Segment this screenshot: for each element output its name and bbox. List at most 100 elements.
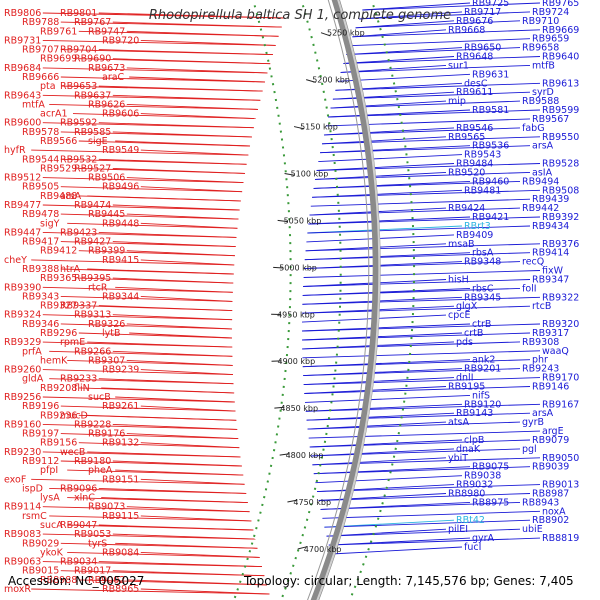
gene-label-left: RB9704 xyxy=(60,45,97,56)
gene-label-right: RB9543 xyxy=(464,150,501,161)
label-leader-line xyxy=(98,85,263,92)
label-leader-line xyxy=(126,506,250,513)
gene-label-right: recQ xyxy=(522,257,544,268)
gene-label-left: RB9114 xyxy=(4,502,41,513)
gene-label-left: sucA xyxy=(40,520,63,531)
label-leader-line xyxy=(304,394,471,403)
gene-label-right: RB9348 xyxy=(464,257,501,268)
gene-label-right: RB9167 xyxy=(542,399,579,410)
gene-label-left: prfA xyxy=(22,346,42,357)
label-leader-line xyxy=(49,103,259,110)
gene-label-right: RB9508 xyxy=(542,185,579,196)
label-leader-line xyxy=(112,533,256,540)
scale-tick-mark xyxy=(284,173,295,176)
gene-label-right: RB9648 xyxy=(456,52,493,63)
gene-label-right: syrD xyxy=(532,87,554,98)
label-leader-line xyxy=(302,332,531,341)
label-leader-line xyxy=(340,64,531,73)
dotted-guide-arc-0 xyxy=(348,0,416,600)
label-leader-line xyxy=(140,186,243,193)
gene-label-left: RB9344 xyxy=(102,291,139,302)
gene-label-left: RB9073 xyxy=(88,502,125,513)
gene-label-left: xlnC xyxy=(74,493,95,504)
label-leader-line xyxy=(140,39,276,46)
label-leader-line xyxy=(305,243,541,252)
gene-label-left: ispD xyxy=(22,483,43,494)
label-leader-line xyxy=(306,412,455,421)
gene-label-right: RB9039 xyxy=(532,462,569,473)
gene-label-left: RB9707 xyxy=(22,45,59,56)
label-leader-line xyxy=(140,222,238,229)
label-leader-line xyxy=(98,524,254,531)
label-leader-line xyxy=(31,588,270,595)
label-leader-line xyxy=(306,234,455,243)
label-leader-line xyxy=(98,122,254,129)
label-leader-line xyxy=(98,49,273,56)
gene-label-left: RB9197 xyxy=(22,429,59,440)
gene-label-right: RB9308 xyxy=(522,337,559,348)
label-leader-line xyxy=(87,451,241,458)
gene-label-right: dnlI xyxy=(456,373,474,384)
gene-label-left: RB9673 xyxy=(88,63,125,74)
gene-label-right: RB9195 xyxy=(448,382,485,393)
gene-label-right: RB9038 xyxy=(464,471,501,482)
gene-label-right: RB9520 xyxy=(448,167,485,178)
label-leader-line xyxy=(306,412,531,421)
gene-label-right: RBrt3 xyxy=(464,221,491,232)
gene-label-right: RB9528 xyxy=(542,159,579,170)
label-leader-line xyxy=(112,58,271,65)
gene-label-left: acrA1 xyxy=(40,109,68,120)
label-leader-line xyxy=(126,433,239,440)
scale-ticks: 5250 kbp 5200 kbp 5150 kbp 5100 kbp 5050 kbp… xyxy=(271,29,365,554)
label-leader-line xyxy=(304,252,471,261)
label-leader-line xyxy=(302,359,531,368)
gene-label-right: RB9484 xyxy=(456,159,493,170)
label-leader-line xyxy=(78,442,240,449)
label-leader-line xyxy=(349,38,531,47)
label-leader-line xyxy=(302,341,455,350)
gene-label-right: RB9710 xyxy=(522,16,559,27)
label-leader-line xyxy=(98,12,285,19)
scale-tick-label: 4850 kbp xyxy=(280,404,318,413)
label-leader-line xyxy=(98,561,263,568)
gene-label-left: gldA xyxy=(22,374,44,385)
gene-label-right: RB9442 xyxy=(522,203,559,214)
label-leader-line xyxy=(60,186,243,193)
label-leader-line xyxy=(330,100,447,109)
gene-label-right: RB9201 xyxy=(464,364,501,375)
label-leader-line xyxy=(126,323,233,330)
gene-label-left: RB9180 xyxy=(74,456,111,467)
label-leader-line xyxy=(320,145,531,154)
gene-label-left: RB9261 xyxy=(102,401,139,412)
gene-label-right: RB9424 xyxy=(448,203,485,214)
label-leader-line xyxy=(112,314,233,321)
gene-label-left: RB9643 xyxy=(4,90,41,101)
gene-label-right: argE xyxy=(542,426,564,437)
gene-label-right: RB9146 xyxy=(532,382,569,393)
gene-label-left: RB9029 xyxy=(22,538,59,549)
label-leader-line xyxy=(302,296,541,305)
gene-label-right: RB9668 xyxy=(448,25,485,36)
gene-label-left: RB9236 xyxy=(40,410,77,421)
gene-label-left: araC xyxy=(102,72,125,83)
gene-label-left: RB9592 xyxy=(60,118,97,129)
label-leader-line xyxy=(42,396,235,403)
gene-label-right: RB9481 xyxy=(464,185,501,196)
label-leader-line xyxy=(303,368,521,377)
label-leader-line xyxy=(42,177,244,184)
label-leader-line xyxy=(42,423,238,430)
scale-tick-mark xyxy=(279,453,290,456)
label-leader-line xyxy=(309,207,521,216)
gene-label-left: rsmC xyxy=(22,511,47,522)
gene-label-left: RB9324 xyxy=(4,310,41,321)
gene-label-left: moxR xyxy=(4,584,31,595)
gene-label-left: RB9720 xyxy=(102,35,139,46)
scale-tick-mark xyxy=(274,406,285,409)
scale-tick-label: 4950 kbp xyxy=(277,310,315,319)
gene-label-left: hyfR xyxy=(4,145,26,156)
gene-label-left: RB9256 xyxy=(4,392,41,403)
gene-label-left: RB9448 xyxy=(102,218,139,229)
gene-label-right: pgl xyxy=(522,444,537,455)
gene-label-left: pfpI xyxy=(40,465,58,476)
gene-label-right: RB9322 xyxy=(542,292,579,303)
